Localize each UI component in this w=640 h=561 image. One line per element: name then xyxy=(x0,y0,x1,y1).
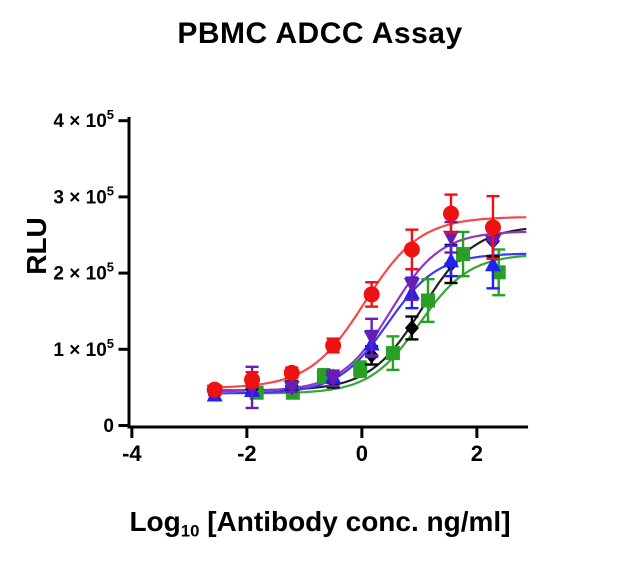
marker-diamond xyxy=(404,319,419,336)
chart-title: PBMC ADCC Assay xyxy=(177,17,463,50)
x-tick-label: 0 xyxy=(356,441,368,466)
tick-labels: -4 -2 0 2 0 1 × 105 2 × 105 3 × 105 4 × 105 xyxy=(53,107,483,466)
marker-circle xyxy=(403,241,420,258)
x-axis-title-post: [Antibody conc. ng/ml] xyxy=(207,506,511,537)
marker-circle xyxy=(244,371,261,388)
marker-circle xyxy=(206,381,223,398)
marker-square xyxy=(456,247,471,262)
marker-square xyxy=(385,346,400,361)
marker-triangle-down xyxy=(325,371,342,387)
x-axis-title: Log10 [Antibody conc. ng/ml] xyxy=(0,506,640,541)
marker-square xyxy=(421,293,435,308)
marker-circle xyxy=(484,219,501,236)
y-tick-label: 1 × 105 xyxy=(53,336,114,361)
marker-circle xyxy=(363,286,380,303)
y-axis-title: RLU xyxy=(21,217,52,275)
marker-triangle-down xyxy=(443,230,459,246)
marker-triangle-up xyxy=(484,256,501,272)
marker-triangle-down xyxy=(403,278,420,294)
marker-triangle-up xyxy=(443,252,459,268)
marker-square xyxy=(353,362,368,377)
marker-circle xyxy=(283,364,300,381)
x-axis-title-pre: Log xyxy=(129,506,181,537)
y-tick-label: 3 × 105 xyxy=(53,183,114,208)
axes xyxy=(118,116,529,438)
x-tick-label: -4 xyxy=(122,441,142,466)
marker-circle xyxy=(325,337,342,354)
x-tick-label: -2 xyxy=(237,441,257,466)
y-tick-label: 2 × 105 xyxy=(53,260,114,285)
marker-triangle-down xyxy=(363,330,380,346)
y-tick-label: 4 × 105 xyxy=(53,107,114,132)
y-tick-label: 0 xyxy=(103,416,114,437)
x-tick-label: 2 xyxy=(471,441,483,466)
marker-triangle-down xyxy=(283,380,300,396)
x-axis-title-subscript: 10 xyxy=(180,521,200,541)
series-red-circles xyxy=(206,193,501,398)
marker-circle xyxy=(443,205,459,222)
